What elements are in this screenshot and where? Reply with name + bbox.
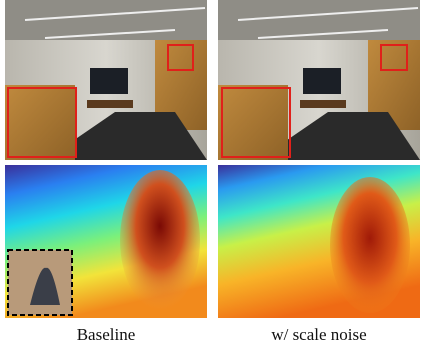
- column-label: w/ scale noise: [271, 325, 366, 344]
- column-label: Baseline: [77, 325, 136, 344]
- image-baseline-rgb: [5, 0, 207, 160]
- figure: Baseline w/ scale noise: [0, 0, 423, 352]
- image-baseline-depth: [5, 165, 207, 318]
- image-scale-noise-depth: [218, 165, 420, 318]
- image-scale-noise-rgb: [218, 0, 420, 160]
